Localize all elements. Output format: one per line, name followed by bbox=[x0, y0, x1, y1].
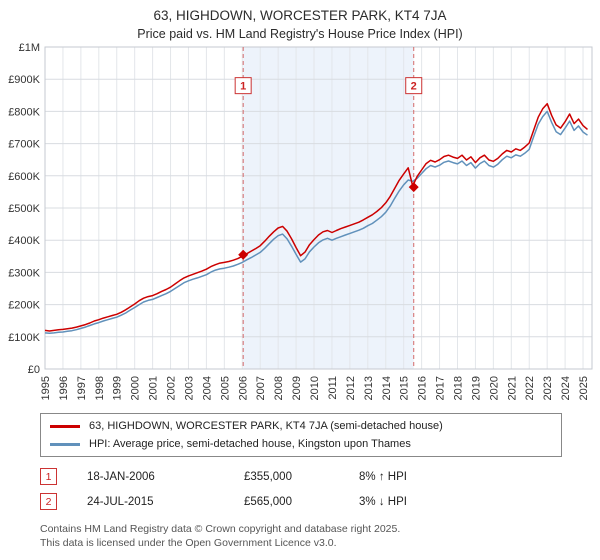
sale-2-date: 24-JUL-2015 bbox=[87, 495, 154, 508]
svg-text:2012: 2012 bbox=[345, 376, 357, 400]
svg-text:2021: 2021 bbox=[506, 376, 518, 400]
svg-text:1: 1 bbox=[240, 81, 246, 93]
legend-item-property: 63, HIGHDOWN, WORCESTER PARK, KT4 7JA (s… bbox=[50, 420, 552, 432]
price-chart: £0 £100K £200K £300K £400K £500K £600K £700K £80… bbox=[8, 43, 593, 400]
svg-text:2017: 2017 bbox=[435, 376, 447, 400]
svg-text:1995: 1995 bbox=[40, 376, 52, 400]
svg-text:2000: 2000 bbox=[130, 376, 142, 400]
page-title: 63, HIGHDOWN, WORCESTER PARK, KT4 7JA bbox=[153, 8, 447, 23]
svg-text:2019: 2019 bbox=[470, 376, 482, 400]
svg-text:1998: 1998 bbox=[94, 376, 106, 400]
sale-1-date: 18-JAN-2006 bbox=[87, 470, 155, 483]
red-line-swatch bbox=[50, 424, 80, 428]
svg-text:2006: 2006 bbox=[237, 376, 249, 400]
blue-line-swatch bbox=[50, 442, 80, 446]
chart-legend: 63, HIGHDOWN, WORCESTER PARK, KT4 7JA (s… bbox=[40, 413, 562, 457]
svg-text:2008: 2008 bbox=[273, 376, 285, 400]
svg-text:1997: 1997 bbox=[76, 376, 88, 400]
svg-text:2013: 2013 bbox=[363, 376, 375, 400]
svg-text:£700K: £700K bbox=[8, 139, 40, 151]
sale-1-hpi-note: 8% ↑ HPI bbox=[359, 470, 407, 483]
svg-text:2009: 2009 bbox=[291, 376, 303, 400]
legend-item-hpi: HPI: Average price, semi-detached house,… bbox=[50, 438, 552, 450]
license-footer: Contains HM Land Registry data © Crown c… bbox=[40, 523, 600, 550]
svg-text:£600K: £600K bbox=[8, 171, 40, 183]
svg-text:2002: 2002 bbox=[166, 376, 178, 400]
legend-label-hpi: HPI: Average price, semi-detached house,… bbox=[89, 438, 411, 450]
sale-2-hpi-note: 3% ↓ HPI bbox=[359, 495, 407, 508]
svg-text:2011: 2011 bbox=[327, 376, 339, 400]
svg-text:2024: 2024 bbox=[560, 376, 572, 400]
svg-text:2001: 2001 bbox=[148, 376, 160, 400]
svg-text:£400K: £400K bbox=[8, 235, 40, 247]
svg-text:2022: 2022 bbox=[524, 376, 536, 400]
svg-text:£100K: £100K bbox=[8, 332, 40, 344]
svg-text:2016: 2016 bbox=[417, 376, 429, 400]
svg-text:2007: 2007 bbox=[255, 376, 267, 400]
svg-text:£300K: £300K bbox=[8, 267, 40, 279]
svg-text:£900K: £900K bbox=[8, 74, 40, 86]
svg-text:1999: 1999 bbox=[112, 376, 124, 400]
sale-annotation-1: 1 18-JAN-2006 £355,000 8% ↑ HPI bbox=[40, 468, 600, 485]
svg-text:2023: 2023 bbox=[542, 376, 554, 400]
svg-text:2010: 2010 bbox=[309, 376, 321, 400]
svg-text:£800K: £800K bbox=[8, 106, 40, 118]
svg-text:2018: 2018 bbox=[452, 376, 464, 400]
sale-annotations: 1 18-JAN-2006 £355,000 8% ↑ HPI 2 24-JUL… bbox=[40, 468, 600, 510]
svg-text:£200K: £200K bbox=[8, 300, 40, 312]
svg-text:2020: 2020 bbox=[488, 376, 500, 400]
sale-2-flag: 2 bbox=[40, 493, 57, 510]
svg-text:2004: 2004 bbox=[201, 376, 213, 400]
svg-text:2003: 2003 bbox=[183, 376, 195, 400]
sale-1-flag: 1 bbox=[40, 468, 57, 485]
svg-text:2005: 2005 bbox=[219, 376, 231, 400]
footer-line-2: This data is licensed under the Open Gov… bbox=[40, 536, 337, 549]
svg-text:£0: £0 bbox=[28, 364, 40, 376]
svg-text:£500K: £500K bbox=[8, 203, 40, 215]
footer-line-1: Contains HM Land Registry data © Crown c… bbox=[40, 523, 401, 535]
sale-annotation-2: 2 24-JUL-2015 £565,000 3% ↓ HPI bbox=[40, 493, 600, 510]
svg-text:1996: 1996 bbox=[58, 376, 70, 400]
svg-text:£1M: £1M bbox=[19, 43, 40, 54]
sale-1-price: £355,000 bbox=[244, 470, 292, 483]
svg-text:2: 2 bbox=[411, 81, 417, 93]
sale-2-price: £565,000 bbox=[244, 495, 292, 508]
svg-text:2025: 2025 bbox=[578, 376, 590, 400]
svg-text:2015: 2015 bbox=[399, 376, 411, 400]
page-subtitle: Price paid vs. HM Land Registry's House … bbox=[137, 27, 463, 41]
svg-text:2014: 2014 bbox=[381, 376, 393, 400]
legend-label-property: 63, HIGHDOWN, WORCESTER PARK, KT4 7JA (s… bbox=[89, 420, 443, 432]
